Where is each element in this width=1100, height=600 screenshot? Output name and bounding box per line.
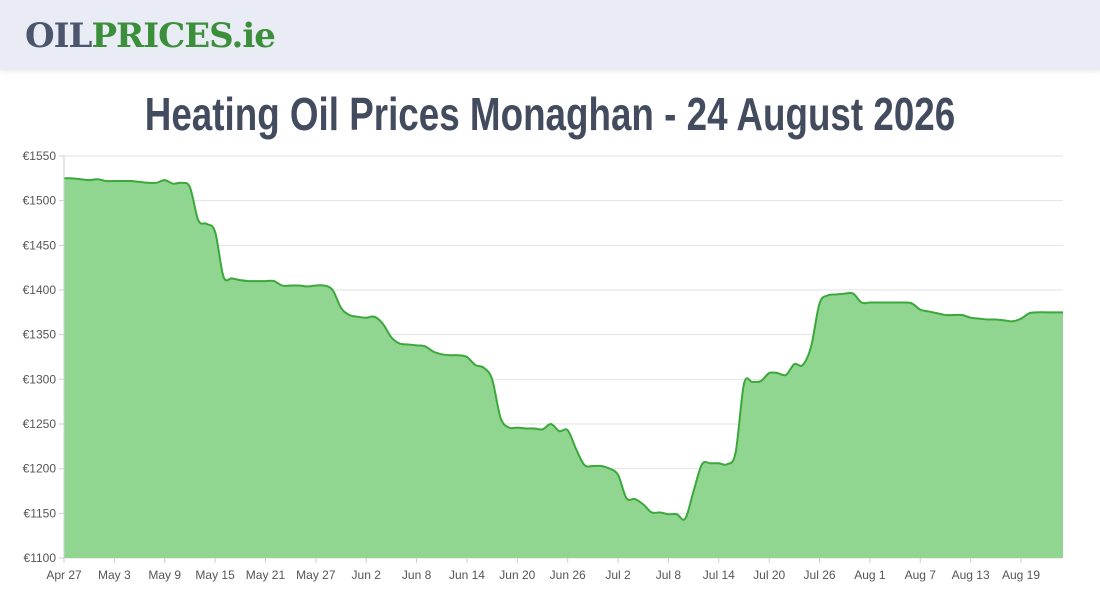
x-tick-label: Jul 8 <box>656 568 682 582</box>
logo-text-tld: .ie <box>231 16 275 56</box>
price-area-fill <box>64 178 1063 558</box>
page-title: Heating Oil Prices Monaghan - 24 August … <box>144 88 956 140</box>
x-axis: Apr 27 May 3 May 9 May 15 May 21 May 27 Jun 2 J… <box>46 558 1040 582</box>
y-tick-label: €1300 <box>23 372 57 386</box>
x-tick-label: May 21 <box>246 568 286 582</box>
x-tick-label: May 3 <box>98 568 131 582</box>
x-tick-label: May 9 <box>148 568 181 582</box>
x-tick-label: Aug 7 <box>905 568 937 582</box>
x-tick-label: May 15 <box>195 568 235 582</box>
logo-text-prices: PRICES <box>91 16 232 56</box>
x-tick-label: May 27 <box>296 568 336 582</box>
x-tick-label: Aug 19 <box>1002 568 1040 582</box>
y-tick-label: €1100 <box>24 551 57 565</box>
x-tick-label: Jun 26 <box>550 568 586 582</box>
x-tick-label: Jul 14 <box>703 568 735 582</box>
y-tick-label: €1500 <box>23 194 57 208</box>
y-tick-label: €1550 <box>23 149 57 163</box>
x-tick-label: Jul 20 <box>753 568 785 582</box>
y-tick-label: €1250 <box>23 417 57 431</box>
y-tick-label: €1450 <box>23 238 57 252</box>
x-tick-label: Apr 27 <box>46 568 82 582</box>
x-tick-label: Jun 2 <box>352 568 382 582</box>
header-bar: OILPRICES.ie <box>0 0 1100 70</box>
y-axis: €1100 €1150 €1200 €1250 €1300 €1350 €1400 €1450… <box>23 149 65 565</box>
site-logo[interactable]: OILPRICES.ie <box>25 14 276 58</box>
price-line <box>63 177 1063 521</box>
x-tick-label: Jun 20 <box>499 568 535 582</box>
y-tick-label: €1400 <box>23 283 57 297</box>
x-tick-label: Jul 2 <box>605 568 631 582</box>
x-tick-label: Jun 14 <box>449 568 485 582</box>
x-tick-label: Aug 1 <box>854 568 886 582</box>
y-tick-label: €1350 <box>23 328 57 342</box>
y-tick-label: €1150 <box>24 506 57 520</box>
x-tick-label: Jun 8 <box>402 568 432 582</box>
x-tick-label: Aug 13 <box>952 568 990 582</box>
logo-text-oil: OIL <box>25 16 92 56</box>
y-tick-label: €1200 <box>23 462 57 476</box>
x-tick-label: Jul 26 <box>804 568 836 582</box>
